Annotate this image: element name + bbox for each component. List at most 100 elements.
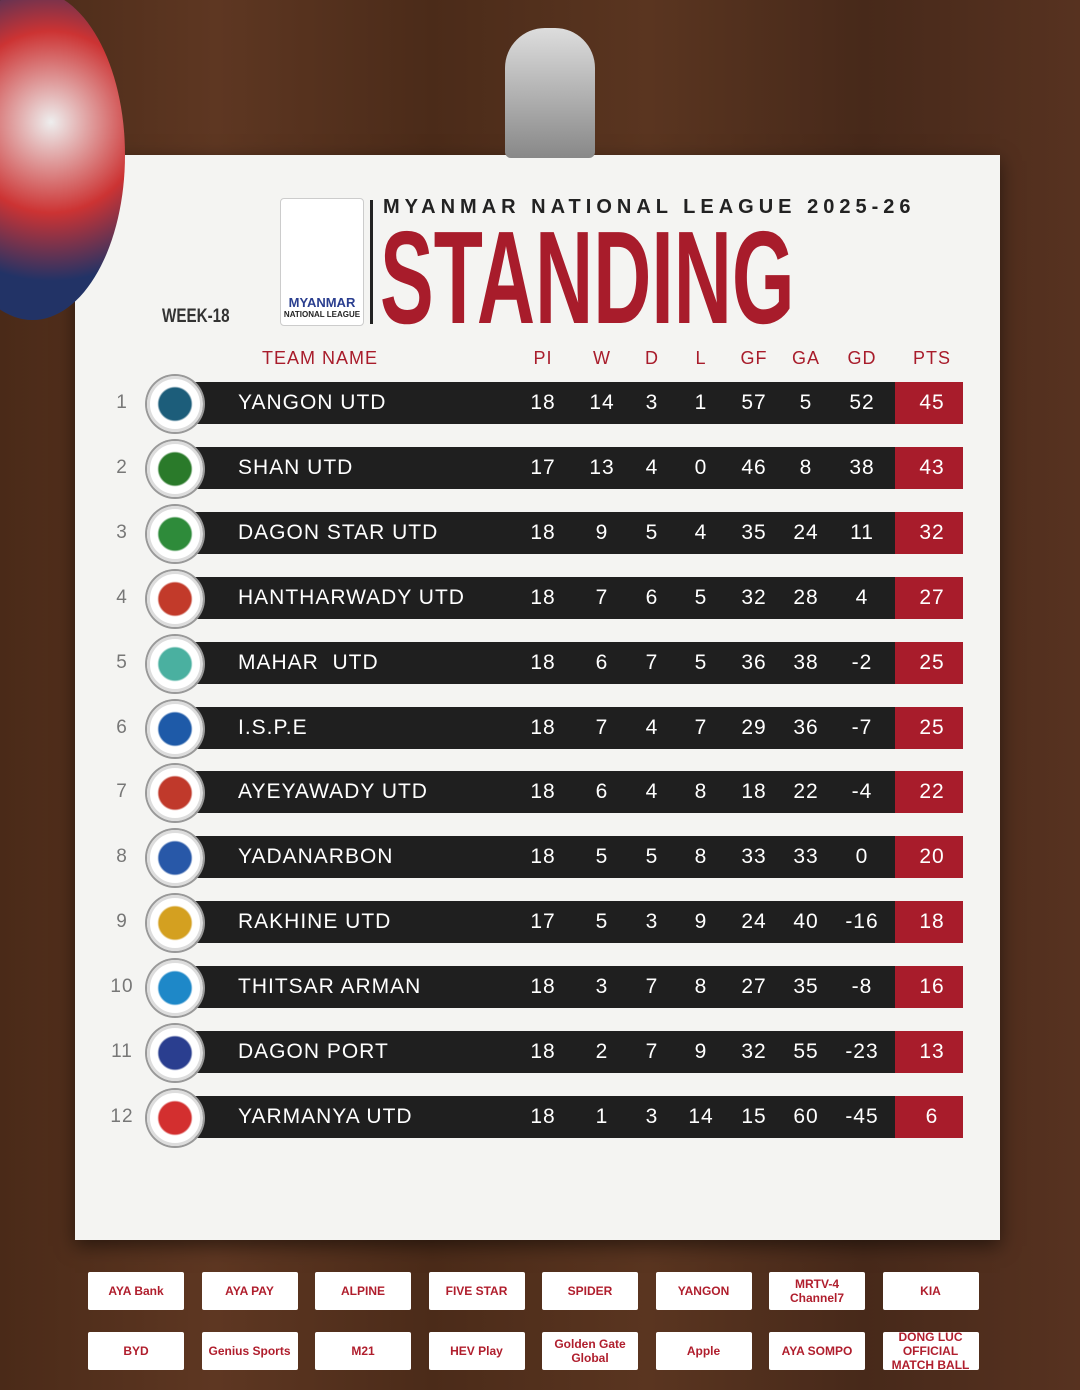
pts-box: [895, 1031, 963, 1073]
stat: 18: [919, 910, 945, 934]
stat: 57: [741, 391, 767, 414]
stat: 15: [741, 1104, 767, 1128]
stat: 8: [694, 975, 708, 999]
stat: 14: [688, 1104, 714, 1128]
stat: 14: [589, 391, 615, 414]
stat: 6: [595, 650, 609, 674]
team-name: SHAN UTD: [238, 455, 354, 479]
stat: 7: [645, 650, 659, 674]
column-header: TEAM NAME: [262, 348, 379, 368]
sponsor: AYA PAY: [201, 1272, 298, 1310]
stat: 18: [530, 520, 556, 544]
stat: -16: [845, 910, 879, 934]
stat: 22: [919, 780, 945, 804]
stat: 46: [741, 455, 767, 479]
league-name: MYANMAR NATIONAL LEAGUE 2025-26: [383, 196, 916, 218]
stat: 22: [793, 780, 819, 804]
row-bar: [175, 706, 895, 749]
team-badge: [147, 570, 203, 627]
stat: 18: [741, 780, 767, 804]
stat: 7: [645, 975, 659, 999]
stat: 38: [793, 650, 819, 674]
stat: 3: [595, 975, 609, 999]
stat: 40: [793, 910, 819, 934]
team-name: YARMANYA UTD: [238, 1104, 413, 1128]
column-header: GD: [847, 348, 877, 368]
rank: 10: [110, 976, 134, 998]
stat: 27: [741, 975, 767, 999]
row-bar: [175, 836, 895, 879]
stat: 32: [741, 585, 767, 609]
column-header: GA: [791, 348, 820, 368]
stat: 16: [919, 975, 945, 999]
stat: 1: [595, 1104, 609, 1128]
stat: 7: [595, 585, 609, 609]
clip: [505, 28, 595, 158]
pts-box: [895, 576, 963, 619]
pts-box: [895, 1095, 963, 1138]
stat: 7: [645, 1040, 659, 1063]
logo-name: MYANMAR: [288, 295, 356, 310]
stat: 18: [530, 975, 556, 999]
stat: -8: [851, 975, 873, 999]
stat: 18: [530, 780, 556, 804]
stat: 0: [694, 455, 708, 479]
stat: 5: [645, 520, 659, 544]
stat: 45: [919, 391, 945, 414]
stat: 11: [850, 520, 874, 544]
stat: 55: [793, 1040, 819, 1063]
column-header: L: [695, 348, 707, 368]
stat: 33: [741, 845, 767, 869]
rank: 4: [116, 586, 128, 608]
rank: 7: [116, 781, 128, 803]
rank: 8: [116, 846, 128, 868]
pts-box: [895, 771, 963, 814]
team-name: DAGON STAR UTD: [238, 520, 439, 544]
stat: -23: [845, 1040, 879, 1063]
team-badge: [147, 700, 203, 757]
sponsor: M21: [315, 1332, 411, 1370]
pts-box: [895, 382, 963, 424]
row-bar: [175, 966, 895, 1009]
title: STANDING: [380, 204, 795, 351]
row-bar: [175, 771, 895, 814]
stat: 18: [530, 1040, 556, 1063]
stat: 5: [694, 650, 708, 674]
stat: 13: [919, 1040, 945, 1063]
stat: 6: [925, 1104, 939, 1128]
stat: 38: [849, 455, 875, 479]
row-bar: [175, 446, 895, 489]
sponsor: Golden Gate Global: [542, 1332, 638, 1370]
sponsor: AYA Bank: [88, 1272, 184, 1310]
stat: 25: [919, 650, 945, 674]
team-badge: [147, 960, 203, 1017]
stat: 17: [530, 455, 556, 479]
rank: 12: [110, 1105, 134, 1127]
team-name: DAGON PORT: [238, 1040, 389, 1063]
team-badge: [147, 505, 203, 562]
rank: 1: [116, 392, 128, 413]
sponsor: Apple: [655, 1332, 752, 1370]
row-bar: [175, 382, 895, 424]
stat: 32: [741, 1040, 767, 1063]
stat: 4: [645, 780, 659, 804]
stat: 52: [849, 391, 875, 414]
stat: 5: [595, 910, 609, 934]
stat: 1: [694, 391, 708, 414]
stat: 27: [919, 585, 945, 609]
row-bar: [175, 511, 895, 554]
team-name: MAHAR UTD: [238, 650, 379, 674]
team-badge: [147, 765, 203, 822]
separator: [370, 200, 373, 324]
sponsor: FIVE STAR: [428, 1272, 525, 1310]
pts-box: [895, 641, 963, 684]
stat: 32: [919, 520, 945, 544]
stat: 4: [855, 585, 869, 609]
stat: 5: [799, 391, 813, 414]
pts-box: [895, 511, 963, 554]
team-name: RAKHINE UTD: [238, 910, 392, 934]
team-name: YANGON UTD: [238, 391, 387, 414]
stat: 60: [793, 1104, 819, 1128]
team-badge: [147, 635, 203, 692]
team-badge: [147, 830, 203, 887]
